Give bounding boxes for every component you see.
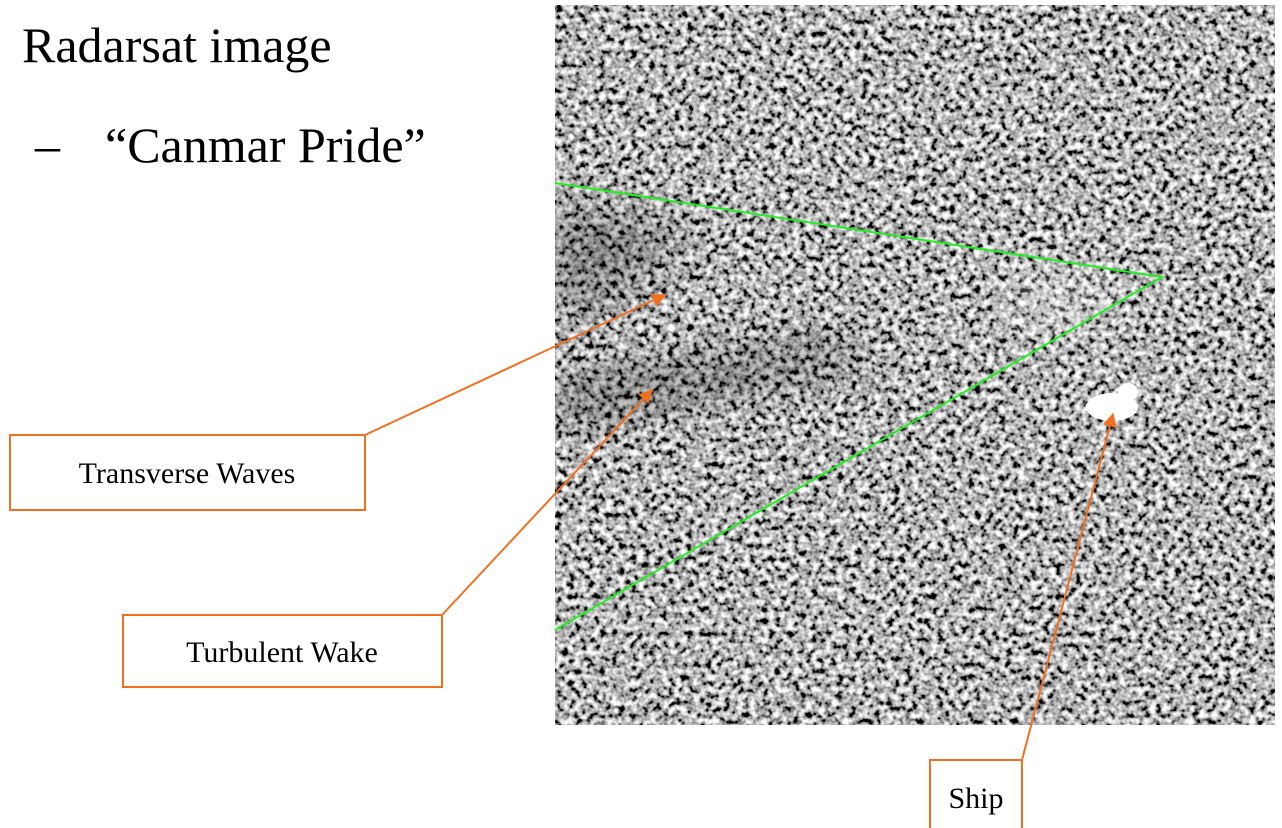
ship-echo bbox=[1118, 383, 1138, 401]
callout-label: Transverse Waves bbox=[79, 457, 296, 490]
heading: Radarsat image bbox=[22, 17, 332, 73]
bullet-marker: – bbox=[34, 117, 61, 173]
callout-label: Ship bbox=[948, 782, 1003, 815]
radar-image bbox=[555, 5, 1275, 725]
callout-label: Turbulent Wake bbox=[186, 636, 378, 669]
bullet-text: “Canmar Pride” bbox=[105, 117, 426, 173]
slide: Radarsat image – “Canmar Pride” Transver… bbox=[0, 0, 1282, 828]
page: Radarsat image – “Canmar Pride” Transver… bbox=[0, 0, 1282, 828]
speckle bbox=[555, 5, 1275, 725]
